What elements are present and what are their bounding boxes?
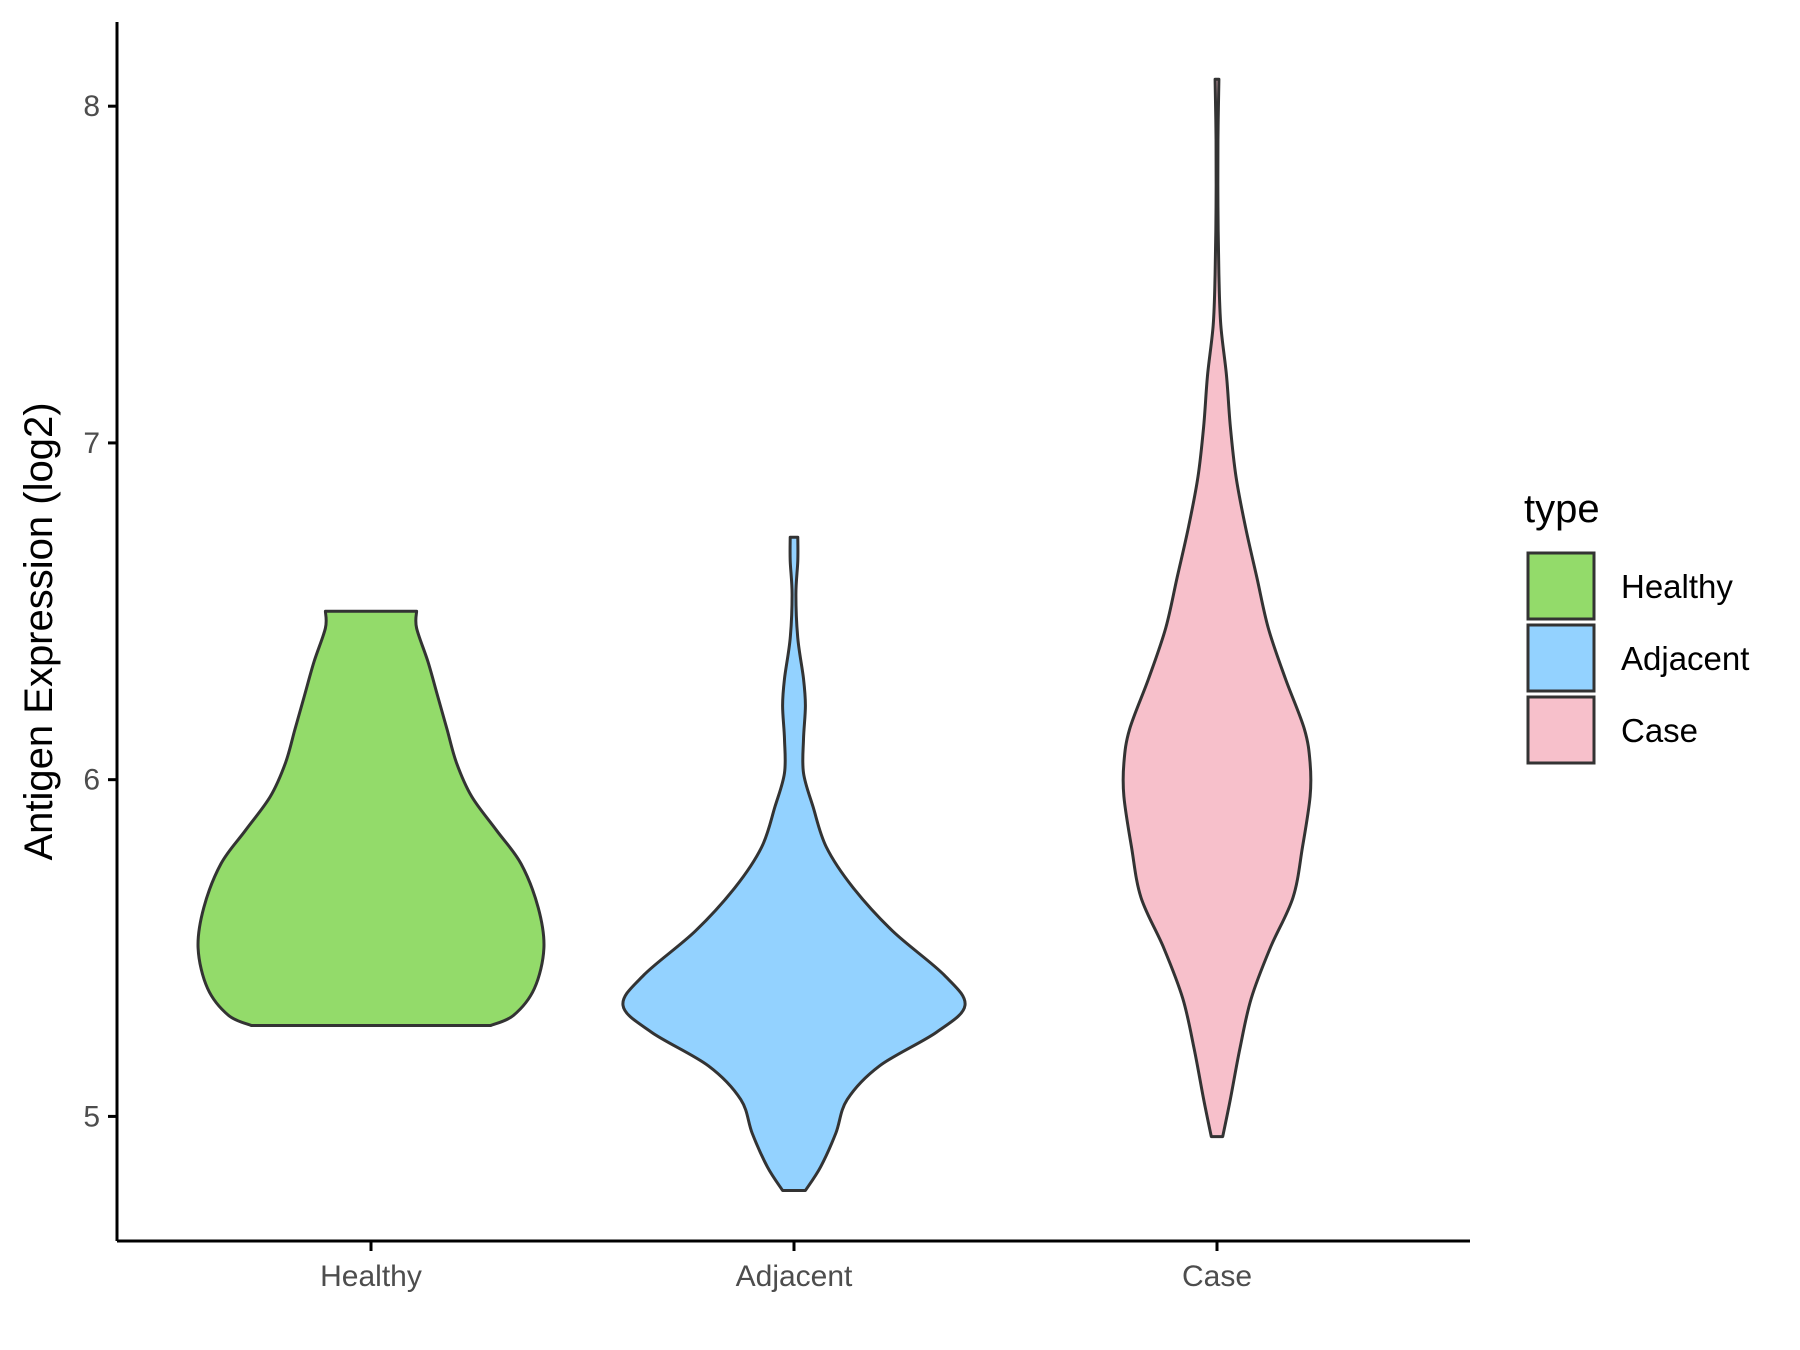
- legend-swatch-case: [1526, 695, 1596, 765]
- x-tick-label: Adjacent: [736, 1260, 853, 1293]
- y-tick-label: 7: [83, 427, 100, 460]
- legend: type Healthy Adjacent Case: [1524, 487, 1749, 765]
- legend-title: type: [1524, 487, 1600, 531]
- y-tick-label: 5: [83, 1100, 100, 1133]
- legend-items: Healthy Adjacent Case: [1526, 551, 1749, 765]
- legend-swatch-healthy: [1526, 551, 1596, 621]
- y-tick-label: 8: [83, 90, 100, 123]
- legend-label-adjacent: Adjacent: [1621, 640, 1749, 677]
- violin-healthy: [196, 609, 546, 1027]
- violin-case: [1121, 77, 1313, 1139]
- y-axis-ticks: 5 6 7 8: [83, 90, 117, 1133]
- x-tick-label: Healthy: [320, 1260, 422, 1293]
- x-axis-ticks: Healthy Adjacent Case: [320, 1241, 1252, 1293]
- legend-label-healthy: Healthy: [1621, 568, 1733, 605]
- y-axis-title: Antigen Expression (log2): [17, 402, 61, 860]
- violin-adjacent: [621, 535, 967, 1192]
- y-tick-label: 6: [83, 764, 100, 797]
- violins-layer: [196, 77, 1313, 1192]
- legend-label-case: Case: [1621, 712, 1698, 749]
- legend-swatch-adjacent: [1526, 623, 1596, 693]
- x-tick-label: Case: [1182, 1260, 1252, 1293]
